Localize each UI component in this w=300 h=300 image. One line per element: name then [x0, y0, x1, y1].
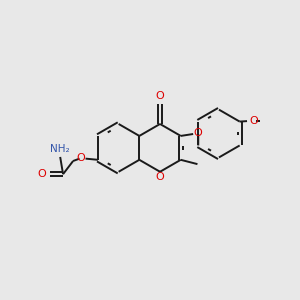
Text: O: O — [38, 169, 46, 179]
Text: O: O — [250, 116, 258, 126]
Text: O: O — [156, 172, 164, 182]
Text: O: O — [76, 153, 85, 163]
Text: NH₂: NH₂ — [50, 143, 70, 154]
Text: O: O — [156, 91, 164, 101]
Text: O: O — [194, 128, 202, 138]
